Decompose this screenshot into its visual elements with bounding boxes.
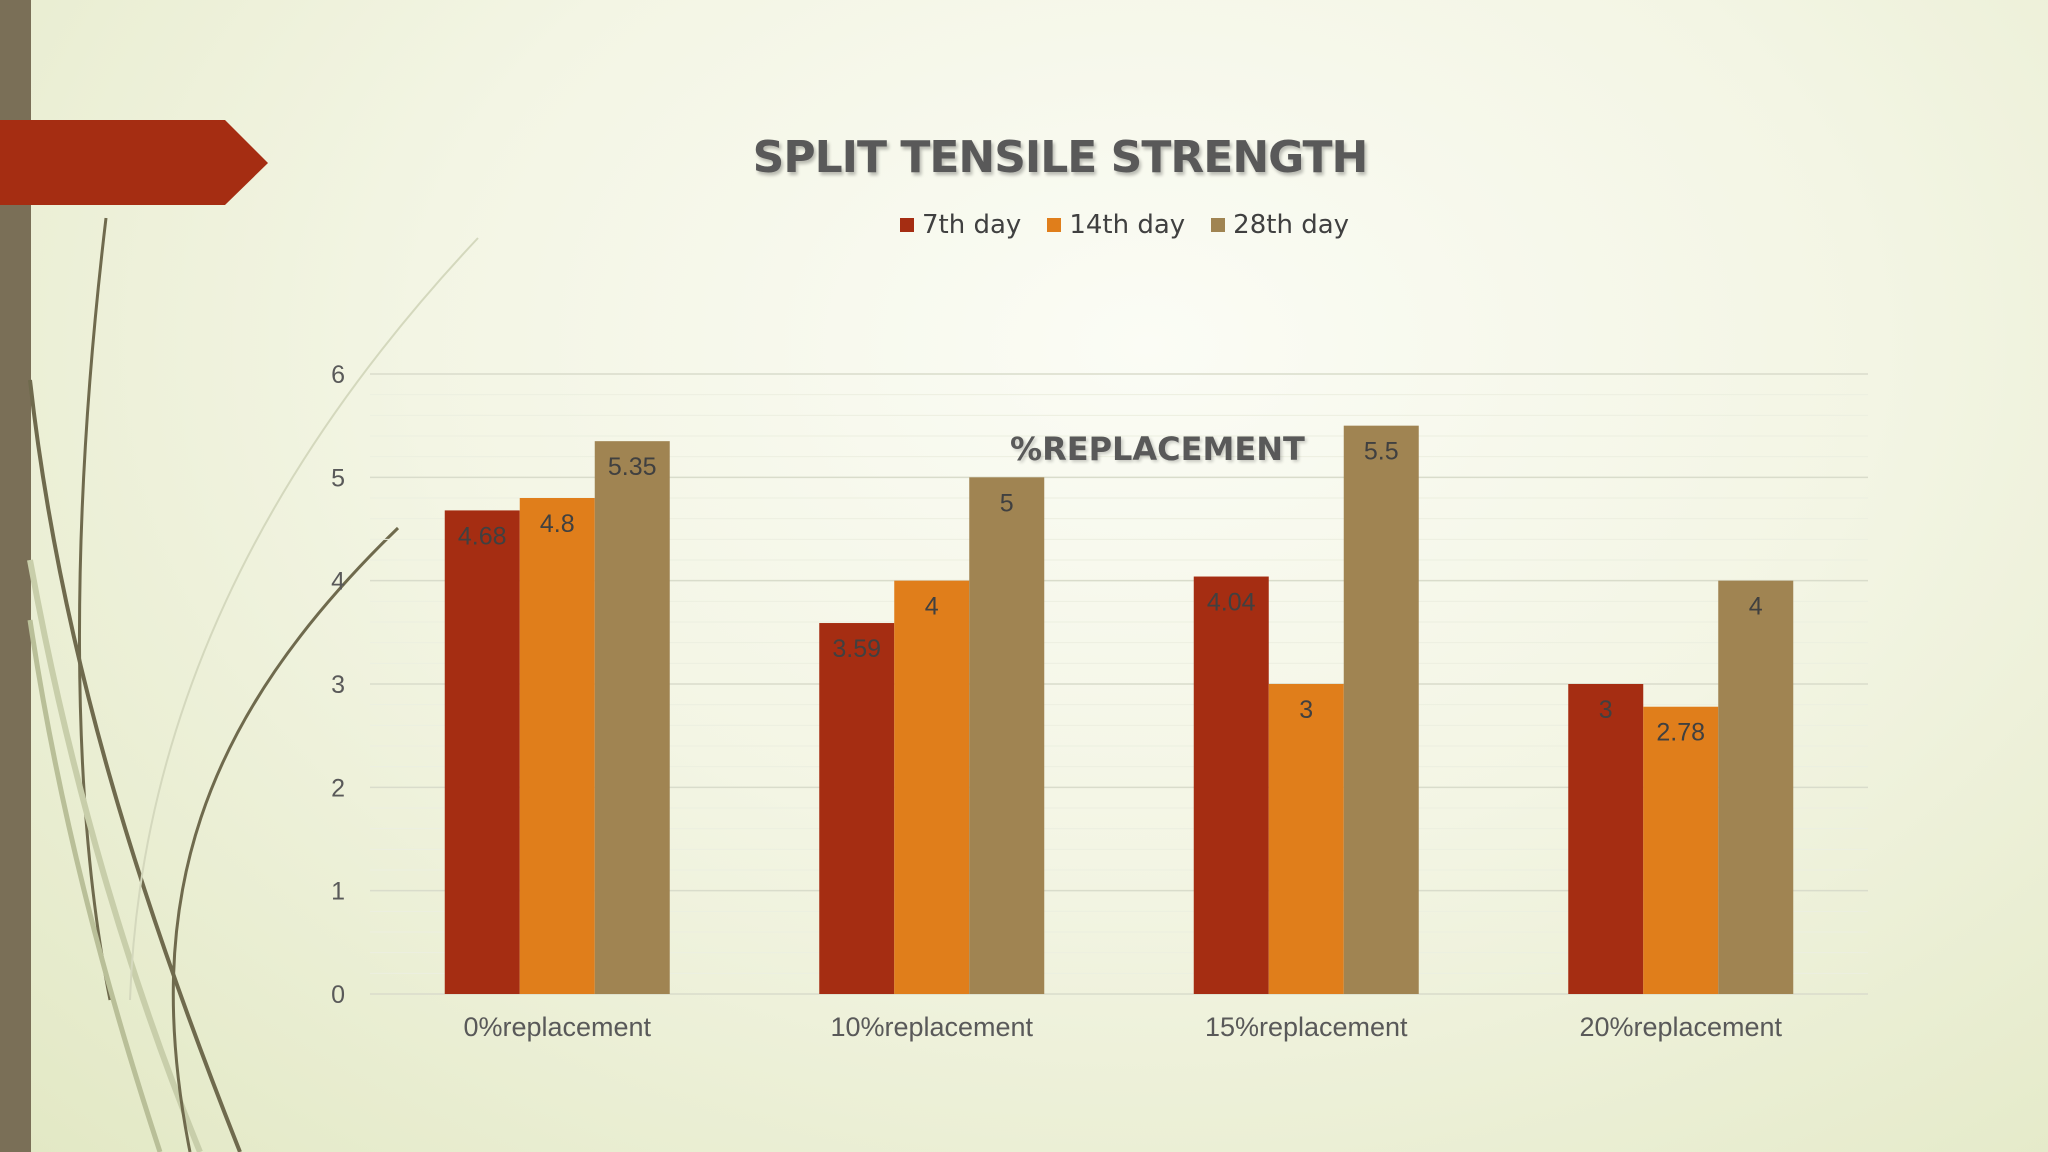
y-tick-label: 2 <box>331 774 345 802</box>
data-label: 2.78 <box>1656 719 1705 747</box>
data-label: 4.68 <box>458 522 507 550</box>
bar <box>1643 706 1719 994</box>
chart-legend: 7th day 14th day 28th day <box>900 210 1349 240</box>
decor-curve-6 <box>129 237 479 1001</box>
legend-item-28th-day: 28th day <box>1211 210 1349 240</box>
legend-swatch-14th-day <box>1047 218 1062 232</box>
decor-curve-4 <box>27 619 163 1152</box>
legend-label-14th-day: 14th day <box>1069 210 1186 240</box>
bar <box>594 441 670 995</box>
x-category-label: 20%replacement <box>1579 1012 1782 1042</box>
y-tick-label: 3 <box>331 671 345 699</box>
legend-label-7th-day: 7th day <box>922 210 1022 240</box>
bar <box>444 510 520 994</box>
bar <box>1343 425 1419 995</box>
legend-swatch-28th-day <box>1211 218 1226 232</box>
bar <box>819 623 895 994</box>
legend-item-7th-day: 7th day <box>900 210 1021 240</box>
data-label: 4 <box>1749 593 1763 621</box>
x-category-label: 0%replacement <box>463 1012 651 1042</box>
data-label: 3.59 <box>832 635 881 663</box>
bar <box>894 580 970 994</box>
data-label: 4.8 <box>540 510 575 538</box>
decor-curve-1 <box>77 217 112 1001</box>
data-label: 3 <box>1299 696 1313 724</box>
y-tick-label: 1 <box>331 878 345 906</box>
y-tick-label: 4 <box>331 568 345 596</box>
data-label: 4 <box>925 593 939 621</box>
data-label: 5.35 <box>608 453 657 481</box>
bar <box>1568 684 1644 994</box>
data-label: 3 <box>1599 696 1613 724</box>
x-category-label: 10%replacement <box>830 1012 1033 1042</box>
data-label: 4.04 <box>1207 589 1256 617</box>
x-axis-title: %REPLACEMENT <box>1010 430 1305 468</box>
bar <box>1718 580 1794 994</box>
bar <box>1193 576 1269 994</box>
bar <box>1268 684 1344 994</box>
bar <box>969 477 1045 994</box>
data-label: 5.5 <box>1364 438 1399 466</box>
x-category-label: 15%replacement <box>1205 1012 1408 1042</box>
decor-curve-5 <box>171 526 400 1152</box>
data-label: 5 <box>1000 489 1014 517</box>
chart-title: SPLIT TENSILE STRENGTH <box>752 132 1369 183</box>
y-tick-label: 0 <box>331 981 345 1009</box>
title-banner-shape <box>0 120 268 205</box>
legend-item-14th-day: 14th day <box>1047 210 1185 240</box>
legend-swatch-7th-day <box>900 218 914 232</box>
decor-curve-3 <box>27 559 203 1152</box>
y-tick-label: 6 <box>331 361 345 389</box>
y-tick-label: 5 <box>331 464 345 492</box>
bar <box>519 498 595 994</box>
decor-curve-2 <box>28 379 242 1152</box>
legend-label-28th-day: 28th day <box>1233 210 1350 240</box>
